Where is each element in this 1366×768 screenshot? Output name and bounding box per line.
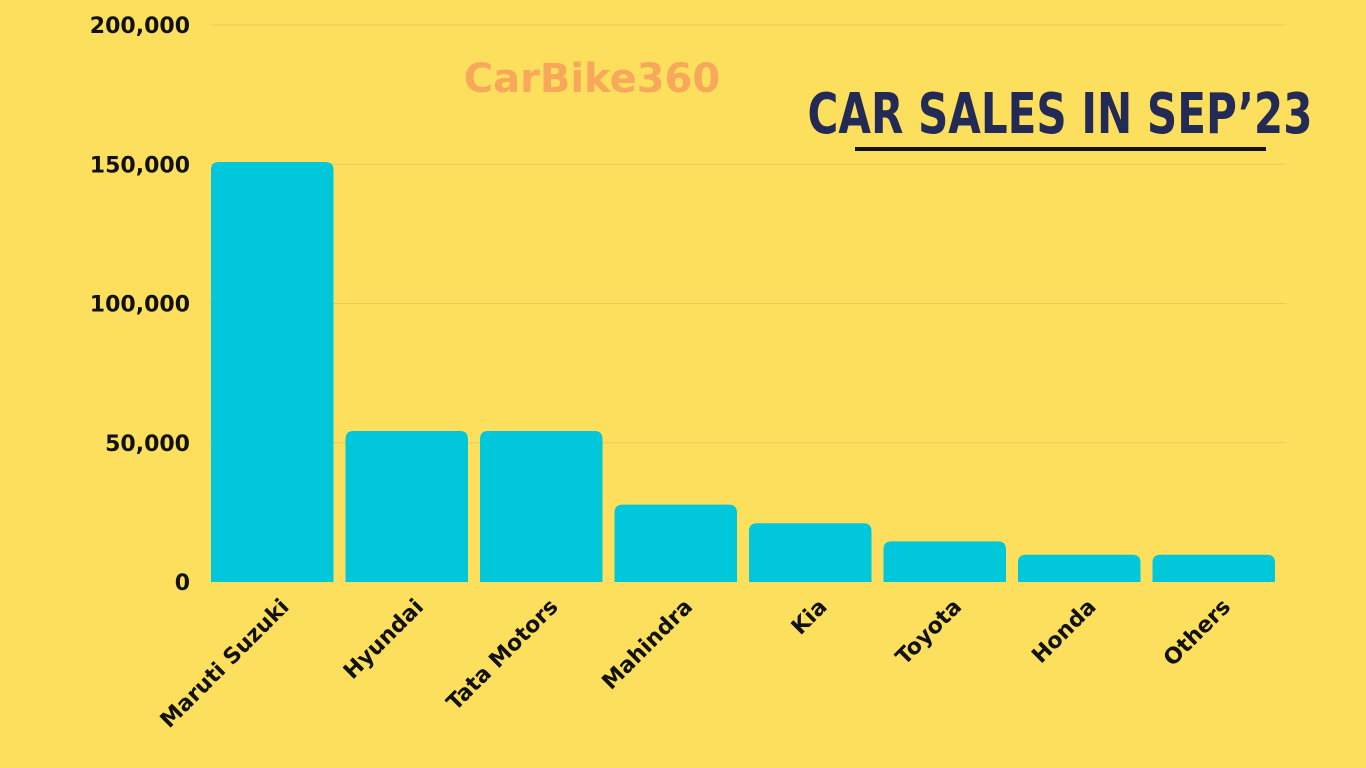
x-tick-label: Honda (1027, 595, 1101, 669)
x-tick-label: Kia (787, 595, 833, 641)
bar-kia (749, 523, 872, 582)
x-axis-ticks: Maruti Suzuki Hyundai Tata Motors Mahindra K… (156, 595, 1236, 734)
y-tick-label: 100,000 (90, 293, 190, 318)
y-axis-ticks: 0 50,000 100,000 150,000 200,000 (90, 14, 190, 596)
y-tick-label: 50,000 (105, 432, 190, 457)
x-tick-label: Toyota (891, 595, 967, 671)
x-tick-label: Maruti Suzuki (156, 595, 295, 734)
x-tick-label: Mahindra (598, 595, 698, 695)
y-tick-label: 150,000 (90, 153, 190, 178)
watermark-text: CarBike360 (464, 56, 720, 102)
bar-honda (1018, 554, 1141, 582)
x-tick-label: Hyundai (339, 595, 429, 685)
y-tick-label: 200,000 (90, 14, 190, 39)
x-tick-label: Tata Motors (442, 595, 563, 716)
x-tick-label: Others (1159, 595, 1236, 672)
bar-others (1152, 554, 1275, 582)
bar-mahindra (614, 504, 737, 582)
bars (211, 162, 1275, 582)
gridlines (210, 24, 1286, 444)
bar-tata-motors (480, 431, 603, 582)
bar-maruti-suzuki (211, 162, 334, 582)
y-tick-label: 0 (175, 571, 190, 596)
bar-toyota (883, 541, 1006, 582)
bar-hyundai (345, 431, 468, 582)
chart-title: CAR SALES IN SEP’23 (808, 82, 1313, 147)
